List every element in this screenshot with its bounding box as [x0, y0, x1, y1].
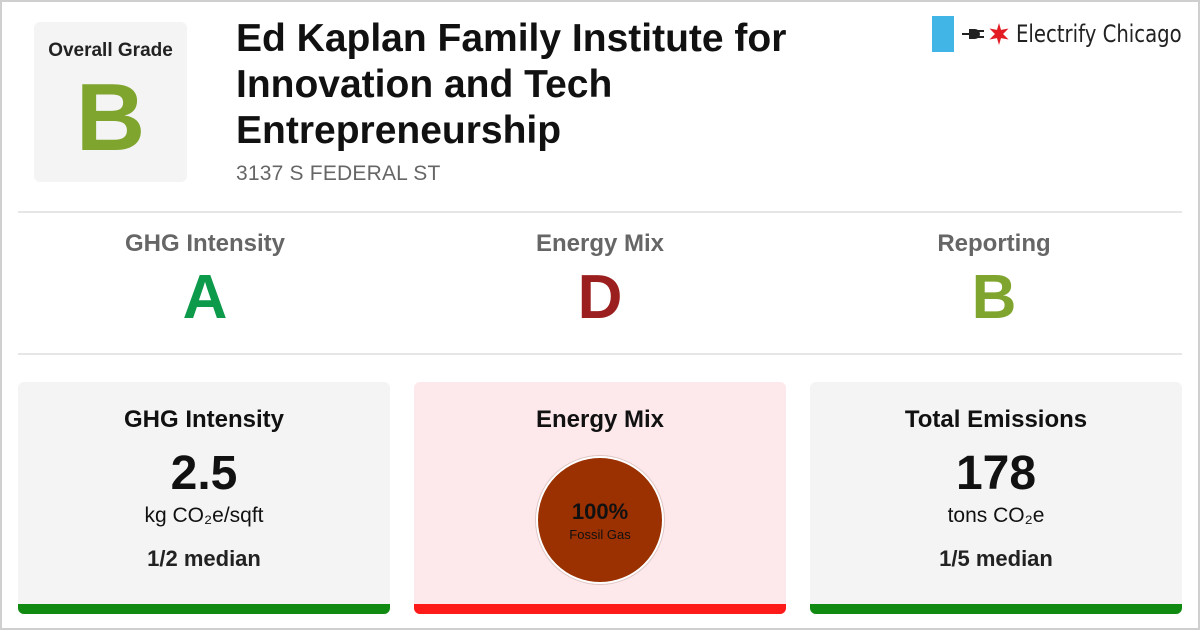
brand-name: Electrify Chicago — [1016, 20, 1182, 48]
grade-letter: B — [971, 263, 1017, 332]
grade-letter: D — [577, 263, 623, 332]
building-name: Ed Kaplan Family Institute for Innovatio… — [236, 17, 787, 152]
grade-reporting: Reporting B — [797, 230, 1191, 330]
overall-grade-label: Overall Grade — [48, 40, 173, 61]
grade-energy-mix: Energy Mix D — [403, 230, 797, 330]
total-emissions-unit: tons CO₂e — [947, 504, 1045, 527]
pie-percent: 100% — [571, 498, 629, 524]
plug-icon — [962, 29, 984, 39]
ghg-intensity-median: 1/2 median — [147, 546, 261, 571]
ghg-intensity-value: 2.5 — [170, 447, 238, 500]
grades-divider — [18, 353, 1182, 355]
total-emissions-value: 178 — [955, 447, 1037, 500]
energy-mix-card: Energy Mix 100% Fossil Gas — [414, 382, 786, 614]
total-emissions-median: 1/5 median — [939, 546, 1053, 571]
overall-grade-value: B — [75, 64, 146, 171]
overall-grade-box: Overall Grade B — [34, 22, 187, 182]
header-divider — [18, 211, 1182, 213]
brand-logo[interactable]: Electrify Chicago — [932, 16, 1200, 52]
grade-title: Reporting — [937, 230, 1051, 257]
rating-bar — [18, 604, 390, 614]
total-emissions-card: Total Emissions 178 tons CO₂e 1/5 median — [810, 382, 1182, 614]
grade-title: GHG Intensity — [124, 230, 286, 257]
chicago-star-icon — [989, 23, 1009, 45]
pie-source-label: Fossil Gas — [569, 526, 631, 542]
grade-letter: A — [182, 263, 228, 332]
chicago-flag-bar-icon — [932, 16, 954, 52]
energy-mix-pie: 100% Fossil Gas — [536, 456, 664, 584]
card-title: GHG Intensity — [123, 406, 285, 433]
card-title: Energy Mix — [535, 406, 665, 433]
rating-bar — [810, 604, 1182, 614]
ghg-intensity-unit: kg CO₂e/sqft — [144, 504, 264, 527]
building-address: 3137 S FEDERAL ST — [236, 162, 441, 185]
card-title: Total Emissions — [904, 406, 1088, 433]
rating-bar — [414, 604, 786, 614]
grade-title: Energy Mix — [535, 230, 665, 257]
ghg-intensity-card: GHG Intensity 2.5 kg CO₂e/sqft 1/2 media… — [18, 382, 390, 614]
grade-ghg-intensity: GHG Intensity A — [8, 230, 402, 330]
